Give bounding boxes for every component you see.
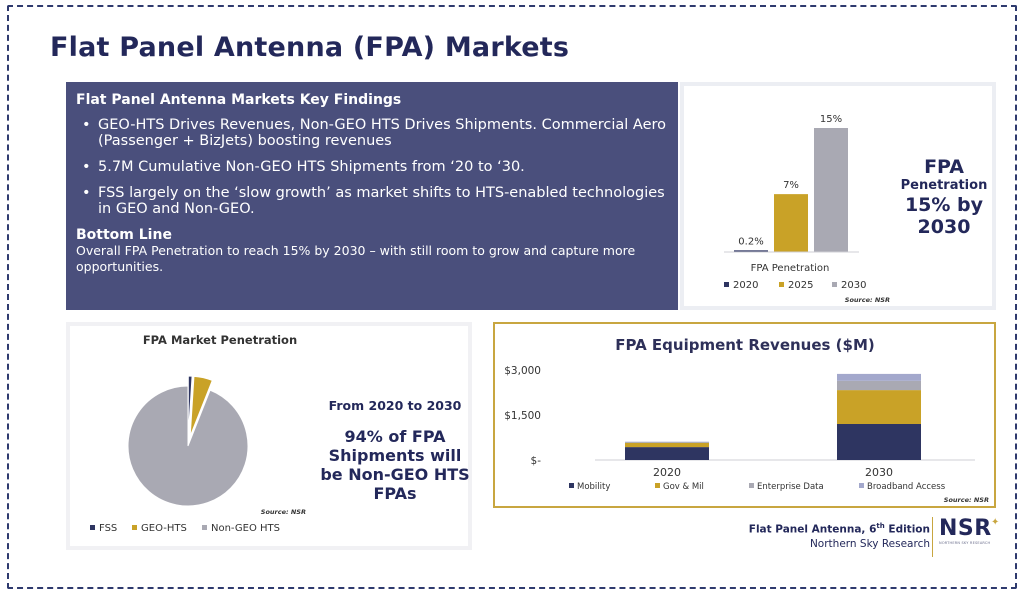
bar-2025 bbox=[774, 194, 808, 252]
x-axis-label: FPA Penetration bbox=[751, 263, 830, 274]
data-label-2025: 7% bbox=[783, 180, 799, 191]
y-tick-label: $- bbox=[531, 455, 542, 467]
logo-text: NSR bbox=[939, 516, 992, 541]
legend-label-gov-mil: Gov & Mil bbox=[663, 482, 704, 492]
bar-2020 bbox=[734, 250, 768, 252]
bar-segment-2020-gov-mil bbox=[625, 442, 709, 448]
bottom-line-title: Bottom Line bbox=[76, 227, 172, 243]
finding-text: 5.7M Cumulative Non-GEO HTS Shipments fr… bbox=[98, 159, 525, 175]
legend-label-2025: 2025 bbox=[788, 280, 813, 291]
star-icon: ✦ bbox=[991, 517, 1000, 528]
penetration-card: 0.2% 7% 15% FPA Penetration 2020 2025 2030 Sour… bbox=[680, 82, 996, 310]
pie-slice-fss bbox=[187, 375, 193, 437]
legend-label-non-geo-hts: Non-GEO HTS bbox=[211, 523, 280, 534]
footer-company: Northern Sky Research bbox=[809, 537, 930, 550]
data-label-2030: 15% bbox=[820, 114, 842, 125]
penetration-card-inner: 0.2% 7% 15% FPA Penetration 2020 2025 2030 Sour… bbox=[684, 86, 992, 306]
bar-segment-2030-enterprise-data bbox=[837, 380, 921, 391]
key-findings-panel: Flat Panel Antenna Markets Key Findings … bbox=[66, 82, 678, 310]
bar-segment-2030-gov-mil bbox=[837, 390, 921, 424]
pie-slice-geo-hts bbox=[189, 375, 213, 437]
callout-fpa: FPA bbox=[924, 156, 964, 178]
legend-swatch-gov-mil bbox=[655, 483, 660, 488]
legend-swatch-broadband-access bbox=[859, 483, 864, 488]
edition-sup: th bbox=[876, 522, 885, 530]
footer: Flat Panel Antenna, 6th Edition Northern… bbox=[730, 522, 930, 550]
legend-label-mobility: Mobility bbox=[577, 482, 610, 492]
legend-swatch-fss bbox=[90, 525, 95, 530]
legend-label-broadband-access: Broadband Access bbox=[867, 482, 946, 492]
legend-swatch-2020 bbox=[724, 282, 729, 287]
y-tick-label: $3,000 bbox=[504, 365, 541, 377]
equipment-revenue-chart: FPA Equipment Revenues ($M) $- $1,500 $3,00… bbox=[504, 336, 989, 504]
finding-item: • FSS largely on the ‘slow growth’ as mar… bbox=[76, 185, 668, 217]
penetration-callout: FPA Penetration 15% by 2030 bbox=[894, 156, 994, 238]
legend-swatch-non-geo-hts bbox=[202, 525, 207, 530]
legend-label-2030: 2030 bbox=[841, 280, 866, 291]
callout-penetration: Penetration bbox=[900, 178, 988, 193]
legend-label-2020: 2020 bbox=[733, 280, 758, 291]
pie-card: FPA Market Penetration Source: NSR FSS GEO-… bbox=[66, 322, 472, 550]
pie-callout: From 2020 to 2030 94% of FPA Shipments w… bbox=[320, 398, 470, 503]
legend-swatch-2030 bbox=[832, 282, 837, 287]
callout-year: 2030 bbox=[917, 216, 971, 238]
legend-label-enterprise-data: Enterprise Data bbox=[757, 482, 824, 492]
legend-label-geo-hts: GEO-HTS bbox=[141, 523, 187, 534]
edition-suffix: Edition bbox=[884, 523, 930, 536]
page-title: Flat Panel Antenna (FPA) Markets bbox=[50, 32, 570, 63]
finding-item: • 5.7M Cumulative Non-GEO HTS Shipments f… bbox=[76, 159, 668, 175]
source-note: Source: NSR bbox=[944, 496, 989, 504]
pie-title: FPA Market Penetration bbox=[143, 333, 297, 347]
market-penetration-pie: FPA Market Penetration Source: NSR FSS GEO-… bbox=[90, 333, 306, 534]
pie-callout-main: 94% of FPA Shipments will be Non-GEO HTS… bbox=[320, 427, 470, 503]
legend-label-fss: FSS bbox=[99, 523, 117, 534]
legend-swatch-geo-hts bbox=[132, 525, 137, 530]
finding-text: GEO-HTS Drives Revenues, Non-GEO HTS Dri… bbox=[98, 117, 666, 149]
legend-swatch-2025 bbox=[779, 282, 784, 287]
data-label-2020: 0.2% bbox=[738, 236, 763, 247]
bar-segment-2020-enterprise-data bbox=[625, 442, 709, 443]
legend-swatch-enterprise-data bbox=[749, 483, 754, 488]
revenue-title: FPA Equipment Revenues ($M) bbox=[615, 336, 875, 354]
edition-prefix: Flat Panel Antenna, 6 bbox=[748, 523, 877, 536]
source-note: Source: NSR bbox=[845, 296, 890, 304]
pie-card-inner: FPA Market Penetration Source: NSR FSS GEO-… bbox=[70, 326, 470, 546]
bar-segment-2020-mobility bbox=[625, 447, 709, 460]
findings-list: • GEO-HTS Drives Revenues, Non-GEO HTS Dr… bbox=[76, 117, 668, 217]
bottom-line-text: Overall FPA Penetration to reach 15% by … bbox=[76, 243, 636, 274]
bullet-icon: • bbox=[82, 117, 91, 133]
nsr-logo: NSR NORTHERN SKY RESEARCH ✦ bbox=[932, 516, 999, 557]
penetration-bar-chart: 0.2% 7% 15% FPA Penetration 2020 2025 2030 Sour… bbox=[724, 114, 890, 304]
finding-item: • GEO-HTS Drives Revenues, Non-GEO HTS Dr… bbox=[76, 117, 668, 149]
bar-2030 bbox=[814, 128, 848, 252]
logo-small-text: NORTHERN SKY RESEARCH bbox=[939, 541, 991, 545]
legend-swatch-mobility bbox=[569, 483, 574, 488]
pie-slice-non-geo-hts bbox=[127, 385, 249, 507]
dashed-frame bbox=[7, 5, 1017, 589]
bullet-icon: • bbox=[82, 159, 91, 175]
source-note: Source: NSR bbox=[261, 508, 306, 516]
y-tick-label: $1,500 bbox=[504, 410, 541, 422]
x-tick-label-2020: 2020 bbox=[653, 466, 681, 479]
footer-edition: Flat Panel Antenna, 6th Edition bbox=[730, 522, 930, 536]
bar-segment-2030-mobility bbox=[837, 424, 921, 460]
pie-callout-from: From 2020 to 2030 bbox=[328, 398, 462, 413]
finding-text: FSS largely on the ‘slow growth’ as mark… bbox=[98, 185, 665, 217]
revenue-card: FPA Equipment Revenues ($M) $- $1,500 $3,00… bbox=[493, 322, 996, 508]
bar-segment-2030-broadband-access bbox=[837, 373, 921, 381]
bullet-icon: • bbox=[82, 185, 91, 201]
x-tick-label-2030: 2030 bbox=[865, 466, 893, 479]
callout-pct: 15% by bbox=[904, 194, 984, 216]
findings-title: Flat Panel Antenna Markets Key Findings bbox=[76, 92, 402, 108]
